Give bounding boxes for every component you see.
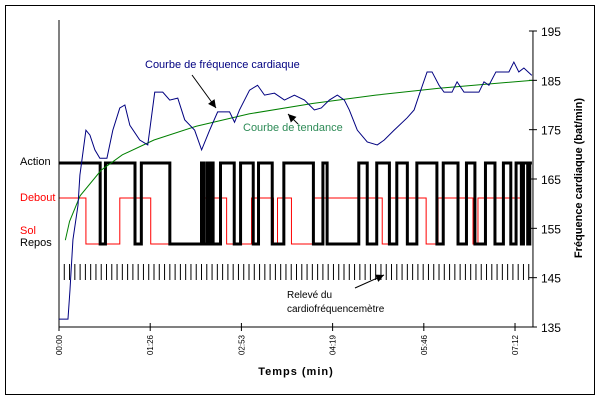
y-axis-title: Fréquence cardiaque (bat/min) <box>573 98 585 258</box>
recordings-annotation-line1: Relevé du <box>287 290 332 301</box>
x-axis-title: Temps (min) <box>258 366 334 378</box>
outer-frame <box>5 5 595 395</box>
trend-annotation: Courbe de tendance <box>243 122 343 134</box>
x-tick-label: 04:19 <box>329 334 338 355</box>
recordings-annotation-line2: cardiofréquencemètre <box>287 304 385 315</box>
level-label-action: Action <box>20 156 51 168</box>
x-tick-label: 05:46 <box>420 334 429 355</box>
y-tick-label: 155 <box>541 222 561 236</box>
trend-arrow-head <box>288 114 297 123</box>
level-label-debout: Debout <box>20 192 55 204</box>
recordings-arrow-head <box>375 274 384 282</box>
x-tick-label: 01:26 <box>146 334 155 355</box>
level-label-repos: Repos <box>20 237 52 249</box>
x-tick-label: 02:53 <box>237 334 246 355</box>
x-tick-label: 07:12 <box>511 334 520 355</box>
y-tick-label: 175 <box>541 124 561 138</box>
y-tick-label: 185 <box>541 74 561 88</box>
y-tick-label: 135 <box>541 321 561 335</box>
y-tick-label: 145 <box>541 272 561 286</box>
activity-step-line <box>59 161 532 246</box>
heart-rate-arrow-head <box>208 99 216 108</box>
y-tick-label: 195 <box>541 25 561 39</box>
heart-rate-annotation: Courbe de fréquence cardiaque <box>145 59 300 71</box>
level-label-sol: Sol <box>20 225 36 237</box>
y-tick-label: 165 <box>541 173 561 187</box>
x-tick-label: 00:00 <box>55 334 64 355</box>
posture-step-line <box>59 197 522 245</box>
heart-rate-line <box>59 60 533 320</box>
